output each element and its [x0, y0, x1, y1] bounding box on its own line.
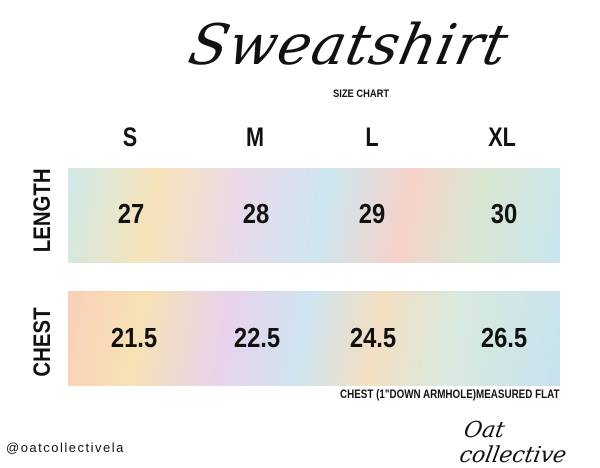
- length-m: 28: [242, 198, 270, 229]
- row-label-chest: CHEST: [29, 307, 56, 377]
- chest-m: 22.5: [233, 322, 281, 353]
- column-header-xl: XL: [488, 122, 516, 152]
- brand-logo: Oat collective: [457, 418, 569, 468]
- chest-l: 24.5: [349, 322, 397, 353]
- chest-s: 21.5: [110, 322, 158, 353]
- column-header-m: M: [246, 122, 264, 152]
- chest-xl: 26.5: [480, 322, 528, 353]
- measurement-note: CHEST (1"DOWN ARMHOLE)MEASURED FLAT: [340, 387, 560, 401]
- chest-row-band: [68, 291, 560, 386]
- length-row-band: [68, 168, 560, 263]
- length-xl: 30: [490, 198, 518, 229]
- column-header-s: S: [122, 122, 138, 152]
- row-label-length: LENGTH: [29, 168, 56, 253]
- column-header-l: L: [365, 122, 379, 152]
- page-title: Sweatshirt: [183, 13, 515, 78]
- length-l: 29: [358, 198, 386, 229]
- social-handle: @oatcollectivela: [6, 440, 125, 455]
- length-s: 27: [117, 198, 145, 229]
- page-subtitle: SIZE CHART: [333, 88, 390, 100]
